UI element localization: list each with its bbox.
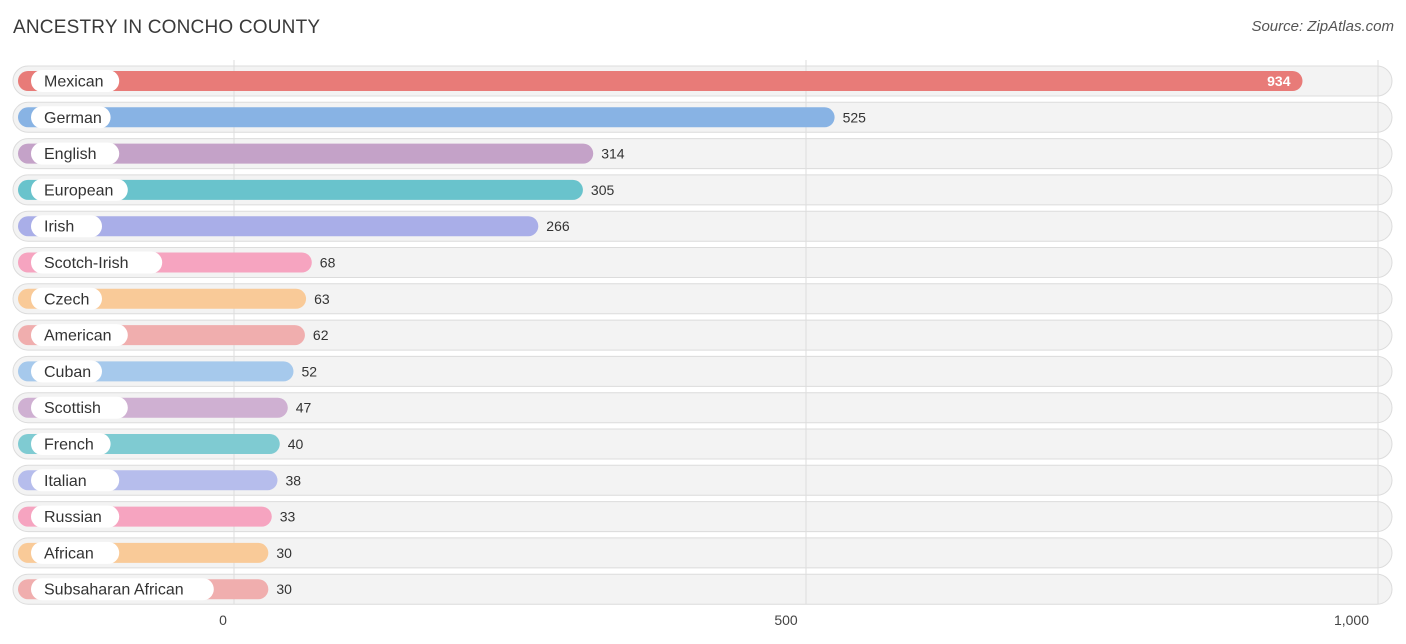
bar-group: European 305 [18,178,615,201]
value-label: 525 [843,109,867,125]
value-label: 62 [313,327,329,343]
category-label-pill [31,324,128,347]
value-label: 68 [320,255,336,271]
bar-group: Irish 266 [18,215,570,238]
value-label: 305 [591,182,615,198]
category-label: English [44,146,96,163]
value-label: 314 [601,146,625,162]
row-background [12,283,1393,315]
row-background [12,428,1393,460]
category-label: Scottish [44,400,101,417]
row-background [12,247,1393,278]
category-label-pill [31,106,111,129]
category-label-pill [31,287,102,310]
category-label-pill [31,396,128,419]
category-label: Irish [44,219,74,236]
bar-group: Czech 63 [18,287,330,310]
row-background [12,537,1393,569]
category-label-pill [31,142,120,165]
category-label-pill [31,360,102,383]
category-label-pill [31,251,163,274]
bar [18,179,583,200]
category-label-pill [31,505,120,528]
value-label: 63 [314,291,330,307]
bar-group: French 40 [18,433,304,455]
row-background [12,319,1393,351]
bar-group: Subsaharan African 30 [18,578,292,601]
category-label: American [44,328,112,345]
bar-group: Scottish 47 [18,396,312,419]
value-label: 33 [280,509,296,525]
bar-group: German 525 [18,106,867,129]
value-label: 30 [276,581,292,597]
x-tick-label: 500 [774,612,798,628]
category-label: Russian [44,509,102,526]
value-label: 52 [301,363,317,379]
bar-group: Cuban 52 [18,360,317,383]
chart-source: Source: ZipAtlas.com [1251,18,1394,35]
category-label-pill [31,541,120,564]
bar-group: Russian 33 [18,505,296,528]
row-background [12,464,1393,496]
category-label: French [44,437,94,454]
value-label: 30 [276,545,292,561]
category-label: Scotch-Irish [44,255,128,272]
bar-group: Mexican 934 [18,70,1303,92]
category-label: European [44,182,113,199]
category-label: Italian [44,473,87,490]
category-label: Cuban [44,364,91,381]
category-label: Mexican [44,74,104,91]
chart-title: ANCESTRY IN CONCHO COUNTY [13,17,321,38]
bar-group: English 314 [18,142,625,165]
value-label: 40 [288,436,304,452]
category-label-pill [31,469,120,492]
category-label-pill [31,578,214,601]
x-axis-ticks: 0 500 1,000 [219,612,1369,628]
bar [18,71,1303,91]
category-label: German [44,110,102,127]
value-label: 934 [1267,73,1291,89]
category-label-pill [31,215,102,238]
value-label: 47 [296,400,312,416]
bar-group: American 62 [18,324,329,347]
row-background [12,392,1393,424]
value-label: 266 [546,218,570,234]
bar [18,216,539,237]
bar-group: African 30 [18,541,292,564]
bar [18,107,835,128]
category-label: Subsaharan African [44,582,184,599]
category-label-pill [31,70,120,92]
x-tick-label: 1,000 [1334,612,1369,628]
category-label-pill [31,178,128,201]
value-label: 38 [285,472,301,488]
category-label: Czech [44,291,89,308]
bar-group: Scotch-Irish 68 [18,251,336,274]
bar-group: Italian 38 [18,469,301,492]
category-label-pill [31,433,111,455]
row-background [12,573,1393,605]
row-background [12,355,1393,387]
bar [18,143,594,164]
x-tick-label: 0 [219,612,227,628]
category-label: African [44,545,94,562]
row-background [12,501,1393,533]
